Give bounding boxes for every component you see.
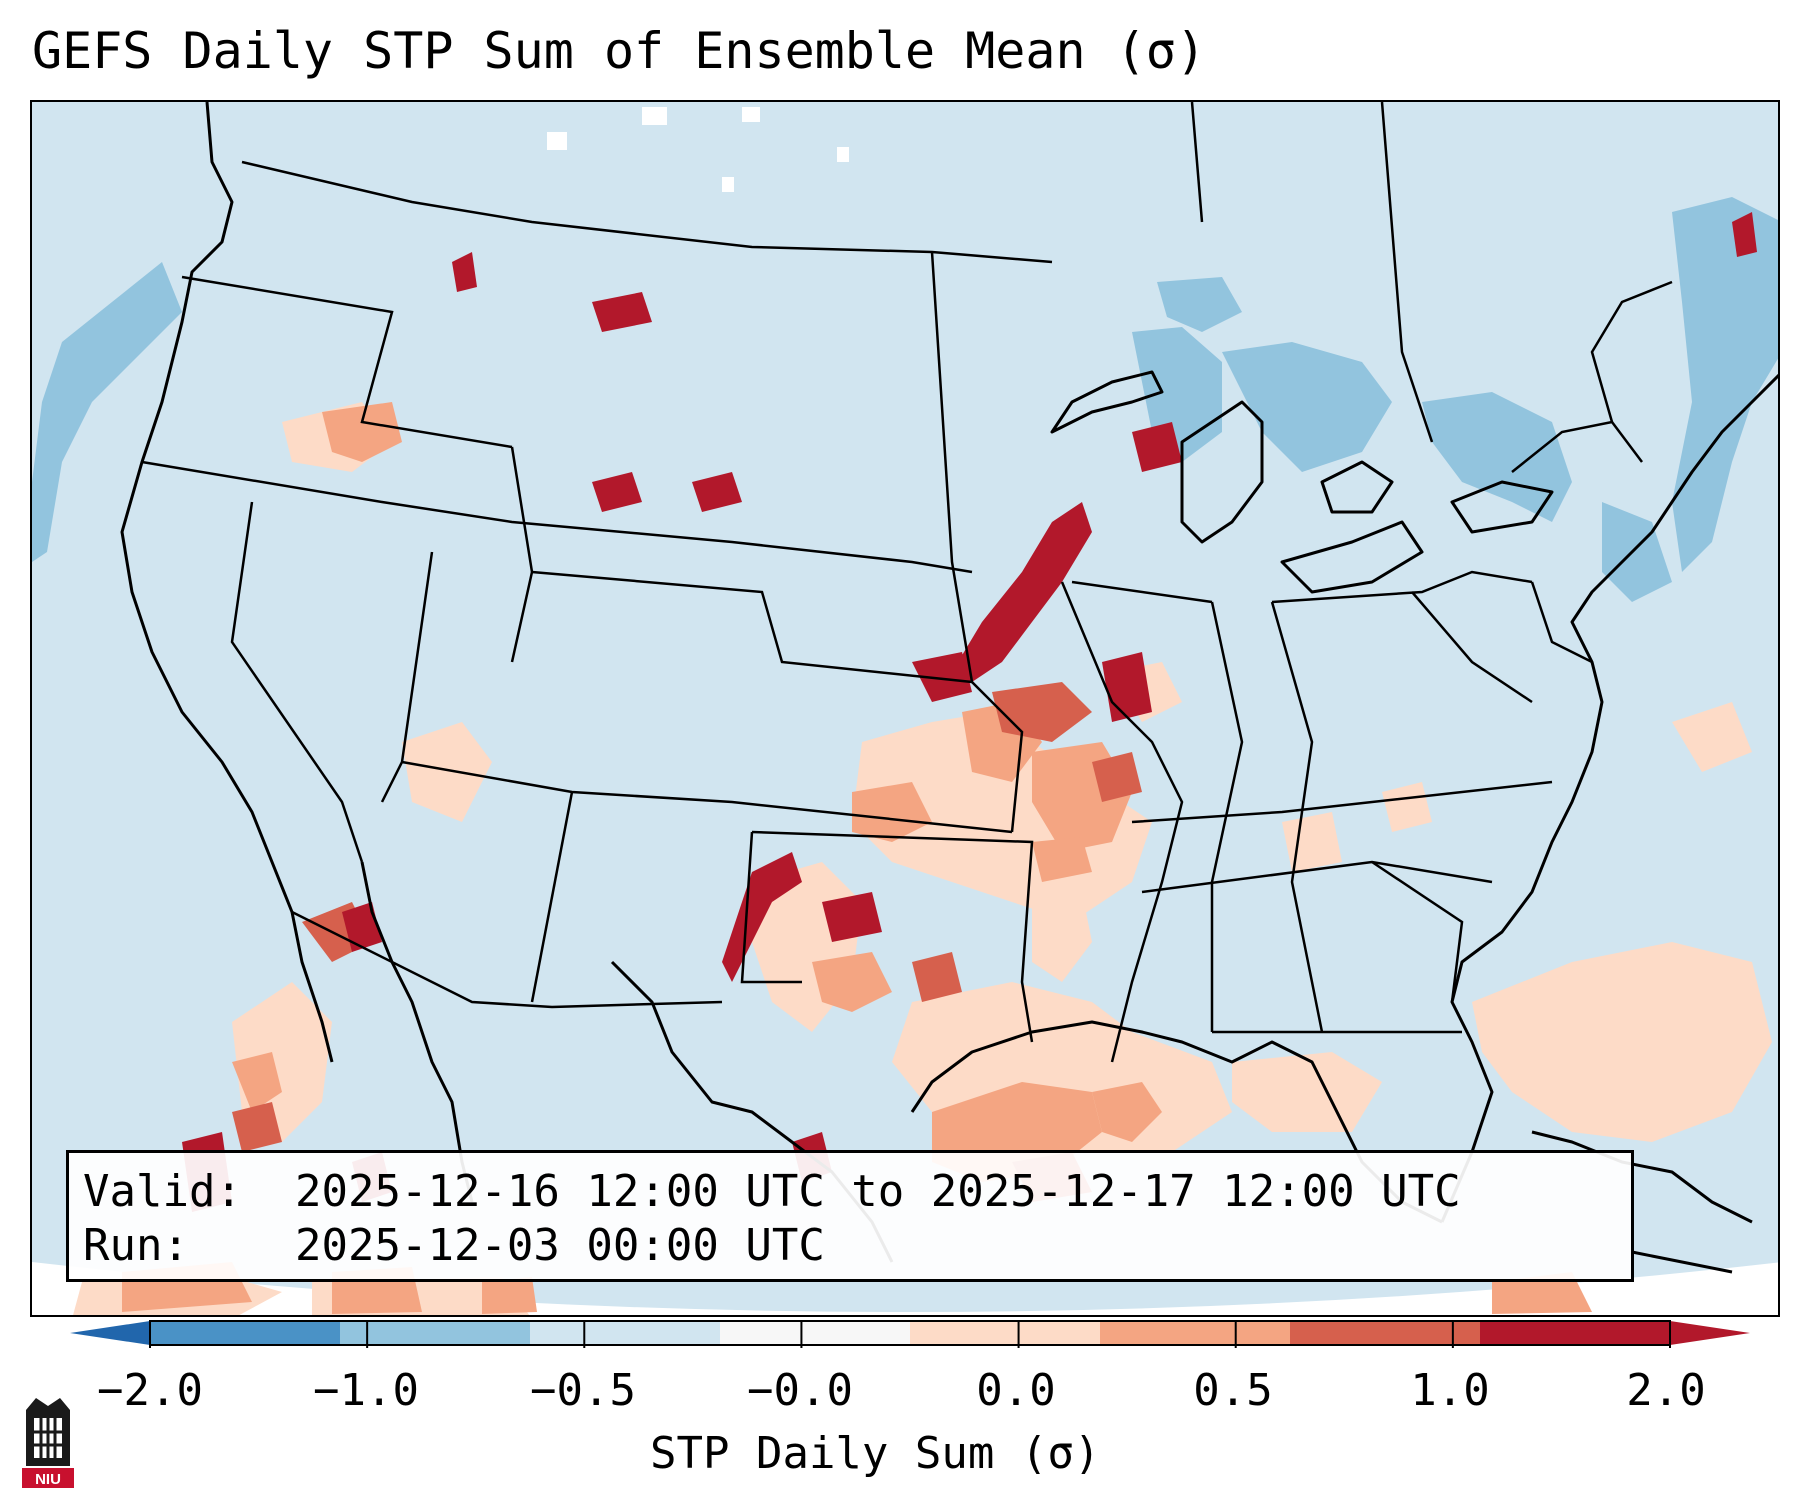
valid-run-box: Valid: 2025-12-16 12:00 UTC to 2025-12-1…: [66, 1150, 1634, 1282]
valid-label: Valid:: [83, 1166, 242, 1217]
run-label: Run:: [83, 1220, 189, 1271]
colorbar-segment: [1100, 1321, 1291, 1345]
valid-row: Valid: 2025-12-16 12:00 UTC to 2025-12-1…: [83, 1165, 1617, 1219]
colorbar-tick-label: −0.0: [747, 1365, 853, 1416]
negative-anomaly-cells: [32, 197, 1778, 602]
colorbar-segment: [910, 1321, 1101, 1345]
colorbar-segment: [1480, 1321, 1671, 1345]
logo-text: NIU: [35, 1471, 61, 1488]
colorbar-segment: [720, 1321, 911, 1345]
map-title: GEFS Daily STP Sum of Ensemble Mean (σ): [32, 22, 1206, 80]
colorbar-tick-label: 2.0: [1626, 1365, 1706, 1416]
colorbar-outline: [149, 1320, 1671, 1346]
run-row: Run: 2025-12-03 00:00 UTC: [83, 1219, 1617, 1273]
colorbar-extend-low: [70, 1321, 150, 1345]
colorbar-extend-high: [1670, 1321, 1750, 1345]
colorbar-tick-label: −1.0: [313, 1365, 419, 1416]
colorbar-segments: [150, 1321, 1671, 1345]
colorbar-segment: [340, 1321, 531, 1345]
colorbar-segment: [530, 1321, 721, 1345]
colorbar-tick-label: 0.5: [1193, 1365, 1273, 1416]
colorbar-tick-label: 0.0: [976, 1365, 1056, 1416]
colorbar-tick-label: −0.5: [530, 1365, 636, 1416]
state-boundaries: [141, 102, 1673, 1063]
niu-logo: NIU: [22, 1398, 74, 1488]
run-value: 2025-12-03 00:00 UTC: [295, 1220, 825, 1271]
stp-map: [32, 102, 1778, 1315]
valid-value: 2025-12-16 12:00 UTC to 2025-12-17 12:00…: [295, 1166, 1461, 1217]
field-background: [32, 102, 1778, 1315]
colorbar-tick-label: −2.0: [97, 1365, 203, 1416]
colorbar: [70, 1320, 1750, 1348]
colorbar-segment: [150, 1321, 341, 1345]
colorbar-segment: [1290, 1321, 1481, 1345]
map-panel[interactable]: [30, 100, 1780, 1317]
colorbar-tick-label: 1.0: [1410, 1365, 1490, 1416]
colorbar-title: STP Daily Sum (σ): [650, 1428, 1101, 1479]
missing-cells: [547, 107, 849, 192]
